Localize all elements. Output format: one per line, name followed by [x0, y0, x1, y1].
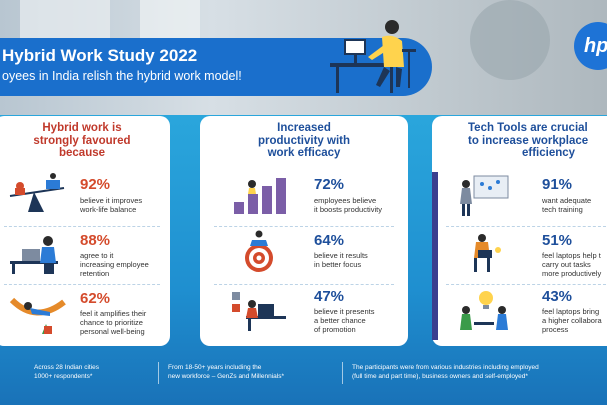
card-tech-tools: Tech Tools are crucial to increase workp…: [432, 116, 607, 346]
card-productivity: Increased productivity with work efficac…: [200, 116, 408, 346]
person-at-laptop-icon: [10, 236, 58, 274]
footer-divider: [158, 362, 159, 384]
stat-description: feel it amplifies their chance to priori…: [80, 309, 147, 336]
stat-value: 92%: [80, 176, 111, 193]
card-accent-bar: [432, 172, 438, 340]
card-heading-line: Hybrid work is: [42, 122, 122, 134]
card-heading: Hybrid work is strongly favoured because: [0, 116, 170, 166]
stat-value: 91%: [542, 176, 573, 193]
footer-industries: The participants were from various indus…: [352, 364, 539, 380]
divider: [446, 226, 606, 227]
card-heading: Increased productivity with work efficac…: [200, 116, 408, 166]
footer-age-range: From 18-50+ years including the new work…: [168, 364, 284, 380]
divider: [214, 284, 394, 285]
stat-value: 62%: [80, 290, 111, 307]
stat-value: 88%: [80, 232, 111, 249]
stat-description: believe it presents a better chance of p…: [314, 307, 375, 334]
stat-description: feel laptops bring a higher collabora pr…: [542, 307, 602, 334]
collaboration-lightbulb-icon: [460, 291, 508, 330]
divider: [4, 226, 160, 227]
stat-value: 47%: [314, 288, 345, 305]
divider: [214, 226, 394, 227]
card-heading-line: Increased: [277, 122, 331, 134]
card-heading-line: to increase workplace: [468, 134, 589, 147]
hp-logo-text: hp: [584, 34, 607, 57]
card-heading-line: strongly favoured: [33, 134, 131, 147]
card-heading-line: efficiency: [522, 147, 576, 159]
stat-value: 51%: [542, 232, 573, 249]
hammock-relaxing-icon: [9, 297, 66, 334]
laptop-on-chair-icon: [474, 234, 501, 272]
stat-description: feel laptops help t carry out tasks more…: [542, 251, 602, 278]
target-meditation-icon: [245, 230, 273, 272]
card-heading-line: work efficacy: [267, 147, 341, 159]
card-hybrid-favoured: Hybrid work is strongly favoured because…: [0, 116, 170, 346]
stat-description: want adequate tech training: [542, 196, 592, 214]
work-life-balance-scale-icon: [9, 173, 65, 212]
divider: [4, 284, 160, 285]
card-heading-line: productivity with: [258, 134, 350, 147]
rising-bars-icon: [234, 178, 286, 214]
stat-description: believe it results in better focus: [314, 251, 368, 269]
presentation-board-icon: [460, 175, 509, 216]
career-desk-icon: [232, 292, 286, 331]
person-at-desk-icon: [330, 20, 416, 93]
card-heading-line: because: [58, 147, 106, 159]
card-heading-line: Tech Tools are crucial: [468, 122, 588, 134]
stat-value: 43%: [542, 288, 573, 305]
footer-divider: [342, 362, 343, 384]
footer-cities: Across 28 Indian cities 1000+ respondent…: [34, 364, 100, 380]
divider: [446, 284, 606, 285]
stat-description: agree to it increasing employee retentio…: [80, 251, 149, 278]
stat-description: employees believe it boosts productivity: [314, 196, 382, 214]
page-title: Hybrid Work Study 2022: [2, 46, 198, 65]
page-subtitle: oyees in India relish the hybrid work mo…: [2, 69, 242, 83]
stat-description: believe it improves work-life balance: [80, 196, 143, 214]
stat-value: 64%: [314, 232, 345, 249]
hp-logo-icon: hp: [574, 22, 607, 70]
card-heading: Tech Tools are crucial to increase workp…: [432, 116, 607, 166]
stat-value: 72%: [314, 176, 345, 193]
